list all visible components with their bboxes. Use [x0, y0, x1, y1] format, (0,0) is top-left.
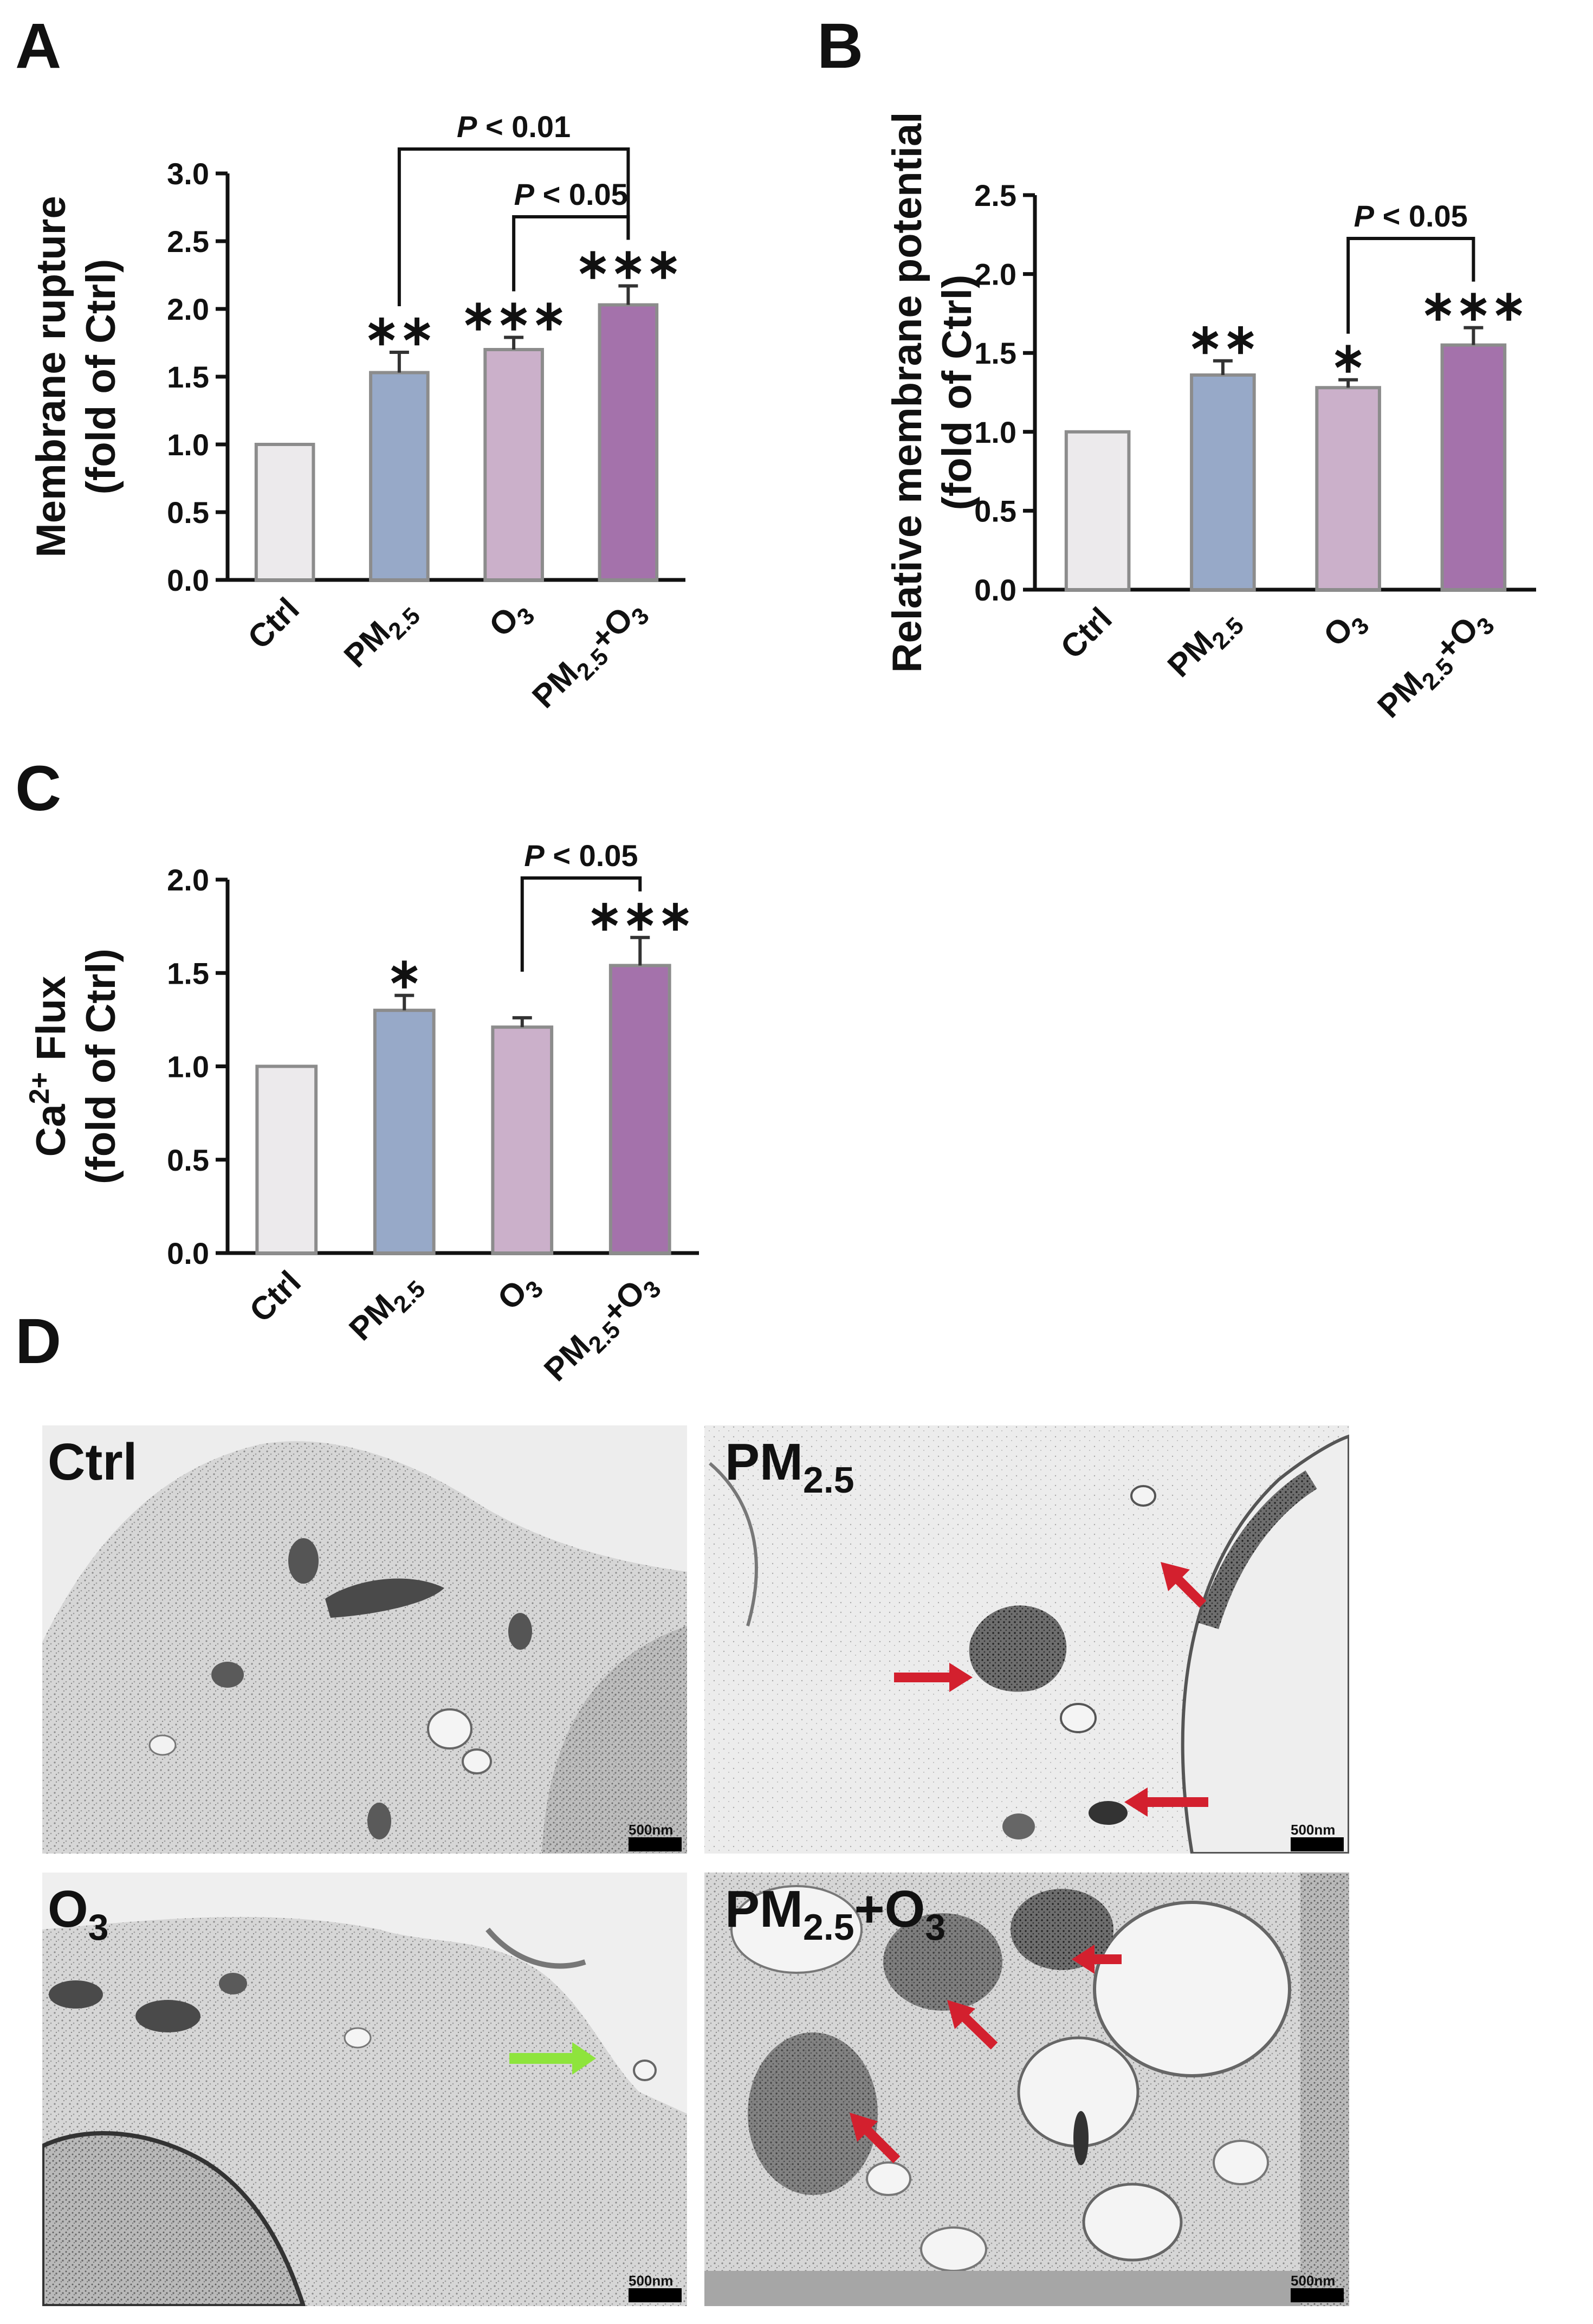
red-arrow — [850, 2113, 901, 2164]
y-tick-label: 1.0 — [167, 1050, 209, 1084]
y-tick-label: 1.0 — [167, 428, 209, 462]
chart-calcium-flux: 0.0 0.5 1.0 1.5 2.0 Ca2+ Flux (fold of Ctrl) Ct… — [24, 838, 699, 1393]
y-tick-label: 0.5 — [167, 1143, 209, 1177]
bar — [255, 1064, 318, 1255]
significance-bracket — [520, 876, 642, 972]
category-label: Ctrl — [242, 1264, 307, 1329]
red-arrow — [1072, 1945, 1122, 1974]
y-tick-label: 0.5 — [167, 495, 209, 530]
category-label: PM2.5 — [342, 1264, 430, 1352]
bar — [1440, 343, 1507, 591]
y-tick-label: 1.5 — [974, 336, 1016, 370]
y-tick-label: 0.0 — [167, 1236, 209, 1270]
bar — [1190, 373, 1256, 592]
category-label: PM2.5+O3 — [537, 1264, 666, 1393]
significance-bracket — [1346, 237, 1475, 334]
green-arrow — [509, 2042, 596, 2075]
tem-image-pm25-o3 — [704, 1873, 1349, 2306]
significance-mark: ∗∗∗ — [575, 240, 681, 288]
significance-mark: ∗∗ — [1188, 315, 1259, 363]
y-axis-title-line1: Relative membrane potential — [884, 112, 930, 673]
bar — [483, 348, 544, 582]
panel-letter-b: B — [817, 10, 863, 82]
p-value-label: P < 0.05 — [1354, 199, 1468, 233]
scale-label-pm25-o3: 500nm — [1291, 2273, 1335, 2289]
y-tick-label: 2.5 — [167, 224, 209, 259]
y-tick-label: 0.5 — [974, 494, 1016, 528]
bar — [491, 1025, 554, 1255]
category-label: PM2.5+O3 — [525, 591, 655, 720]
p-value-label: P < 0.05 — [524, 838, 638, 873]
chart-membrane-rupture: 0.0 0.5 1.0 1.5 2.0 2.5 3.0 Membrane rupture (fo… — [28, 109, 685, 720]
y-axis-title-line2: (fold of Ctrl) — [78, 259, 124, 495]
tem-image-ctrl — [42, 1425, 687, 1854]
category-label: PM2.5 — [337, 591, 425, 679]
panel-letter-c: C — [15, 753, 61, 824]
panel-letter-a: A — [15, 10, 61, 82]
y-axis-title-line2: (fold of Ctrl) — [934, 275, 980, 511]
significance-mark: ∗∗ — [364, 306, 435, 354]
y-tick-label: 0.0 — [167, 563, 209, 597]
bar — [1315, 386, 1381, 591]
red-arrow — [894, 1663, 973, 1692]
significance-mark: ∗∗∗ — [461, 292, 567, 339]
scale-bar-ctrl — [629, 1837, 682, 1851]
y-axis-title-line1: Ca2+ Flux — [24, 976, 74, 1157]
significance-mark: ∗ — [387, 950, 422, 997]
y-tick-label: 2.5 — [974, 178, 1016, 212]
category-label: PM2.5 — [1161, 601, 1249, 689]
significance-mark: ∗ — [1330, 334, 1365, 382]
tem-label-pm25: PM2.5 — [725, 1433, 854, 1501]
y-tick-label: 3.0 — [167, 157, 209, 191]
red-arrow — [1161, 1562, 1207, 1608]
significance-mark: ∗∗∗ — [1420, 282, 1526, 330]
bar — [369, 371, 430, 582]
y-tick-label: 1.5 — [167, 360, 209, 394]
panel-letter-d: D — [15, 1306, 61, 1377]
tem-label-o3: O3 — [48, 1880, 109, 1948]
tem-label-pm25-o3: PM2.5+O3 — [725, 1880, 946, 1948]
category-label: PM2.5+O3 — [1370, 601, 1500, 730]
y-tick-label: 2.0 — [167, 292, 209, 326]
tem-image-o3 — [42, 1873, 687, 2306]
tem-image-pm25 — [704, 1425, 1349, 1854]
scale-label-ctrl: 500nm — [629, 1822, 673, 1838]
bar — [608, 964, 671, 1255]
scale-bar-o3 — [629, 2288, 682, 2302]
category-label: O3 — [482, 591, 540, 649]
significance-bracket — [397, 147, 630, 306]
red-arrow — [947, 2000, 998, 2050]
scale-label-o3: 500nm — [629, 2273, 673, 2289]
y-tick-label: 0.0 — [974, 573, 1016, 607]
scale-label-pm25: 500nm — [1291, 1822, 1335, 1838]
tem-label-ctrl: Ctrl — [48, 1433, 137, 1491]
category-label: O3 — [490, 1264, 548, 1322]
p-value-label: P < 0.01 — [457, 109, 571, 144]
y-axis-title-line1: Membrane rupture — [28, 196, 74, 557]
category-label: O3 — [1317, 601, 1375, 659]
bar — [1064, 430, 1131, 591]
category-label: Ctrl — [1053, 601, 1118, 666]
y-tick-label: 1.0 — [974, 415, 1016, 449]
bar — [254, 443, 315, 582]
significance-mark: ∗∗∗ — [587, 892, 693, 939]
bar — [373, 1009, 436, 1255]
y-tick-label: 2.0 — [167, 863, 209, 897]
y-axis-title-line2: (fold of Ctrl) — [78, 948, 124, 1184]
scale-bar-pm25 — [1291, 1837, 1344, 1851]
chart-membrane-potential: 0.0 0.5 1.0 1.5 2.0 2.5 Relative membrane pote… — [884, 112, 1536, 730]
p-value-label: P < 0.05 — [514, 177, 628, 211]
bar — [598, 303, 659, 582]
red-arrow — [1124, 1787, 1208, 1817]
significance-bracket — [512, 215, 630, 292]
y-tick-label: 1.5 — [167, 956, 209, 990]
y-tick-label: 2.0 — [974, 257, 1016, 292]
category-label: Ctrl — [241, 591, 306, 656]
scale-bar-pm25-o3 — [1291, 2288, 1344, 2302]
